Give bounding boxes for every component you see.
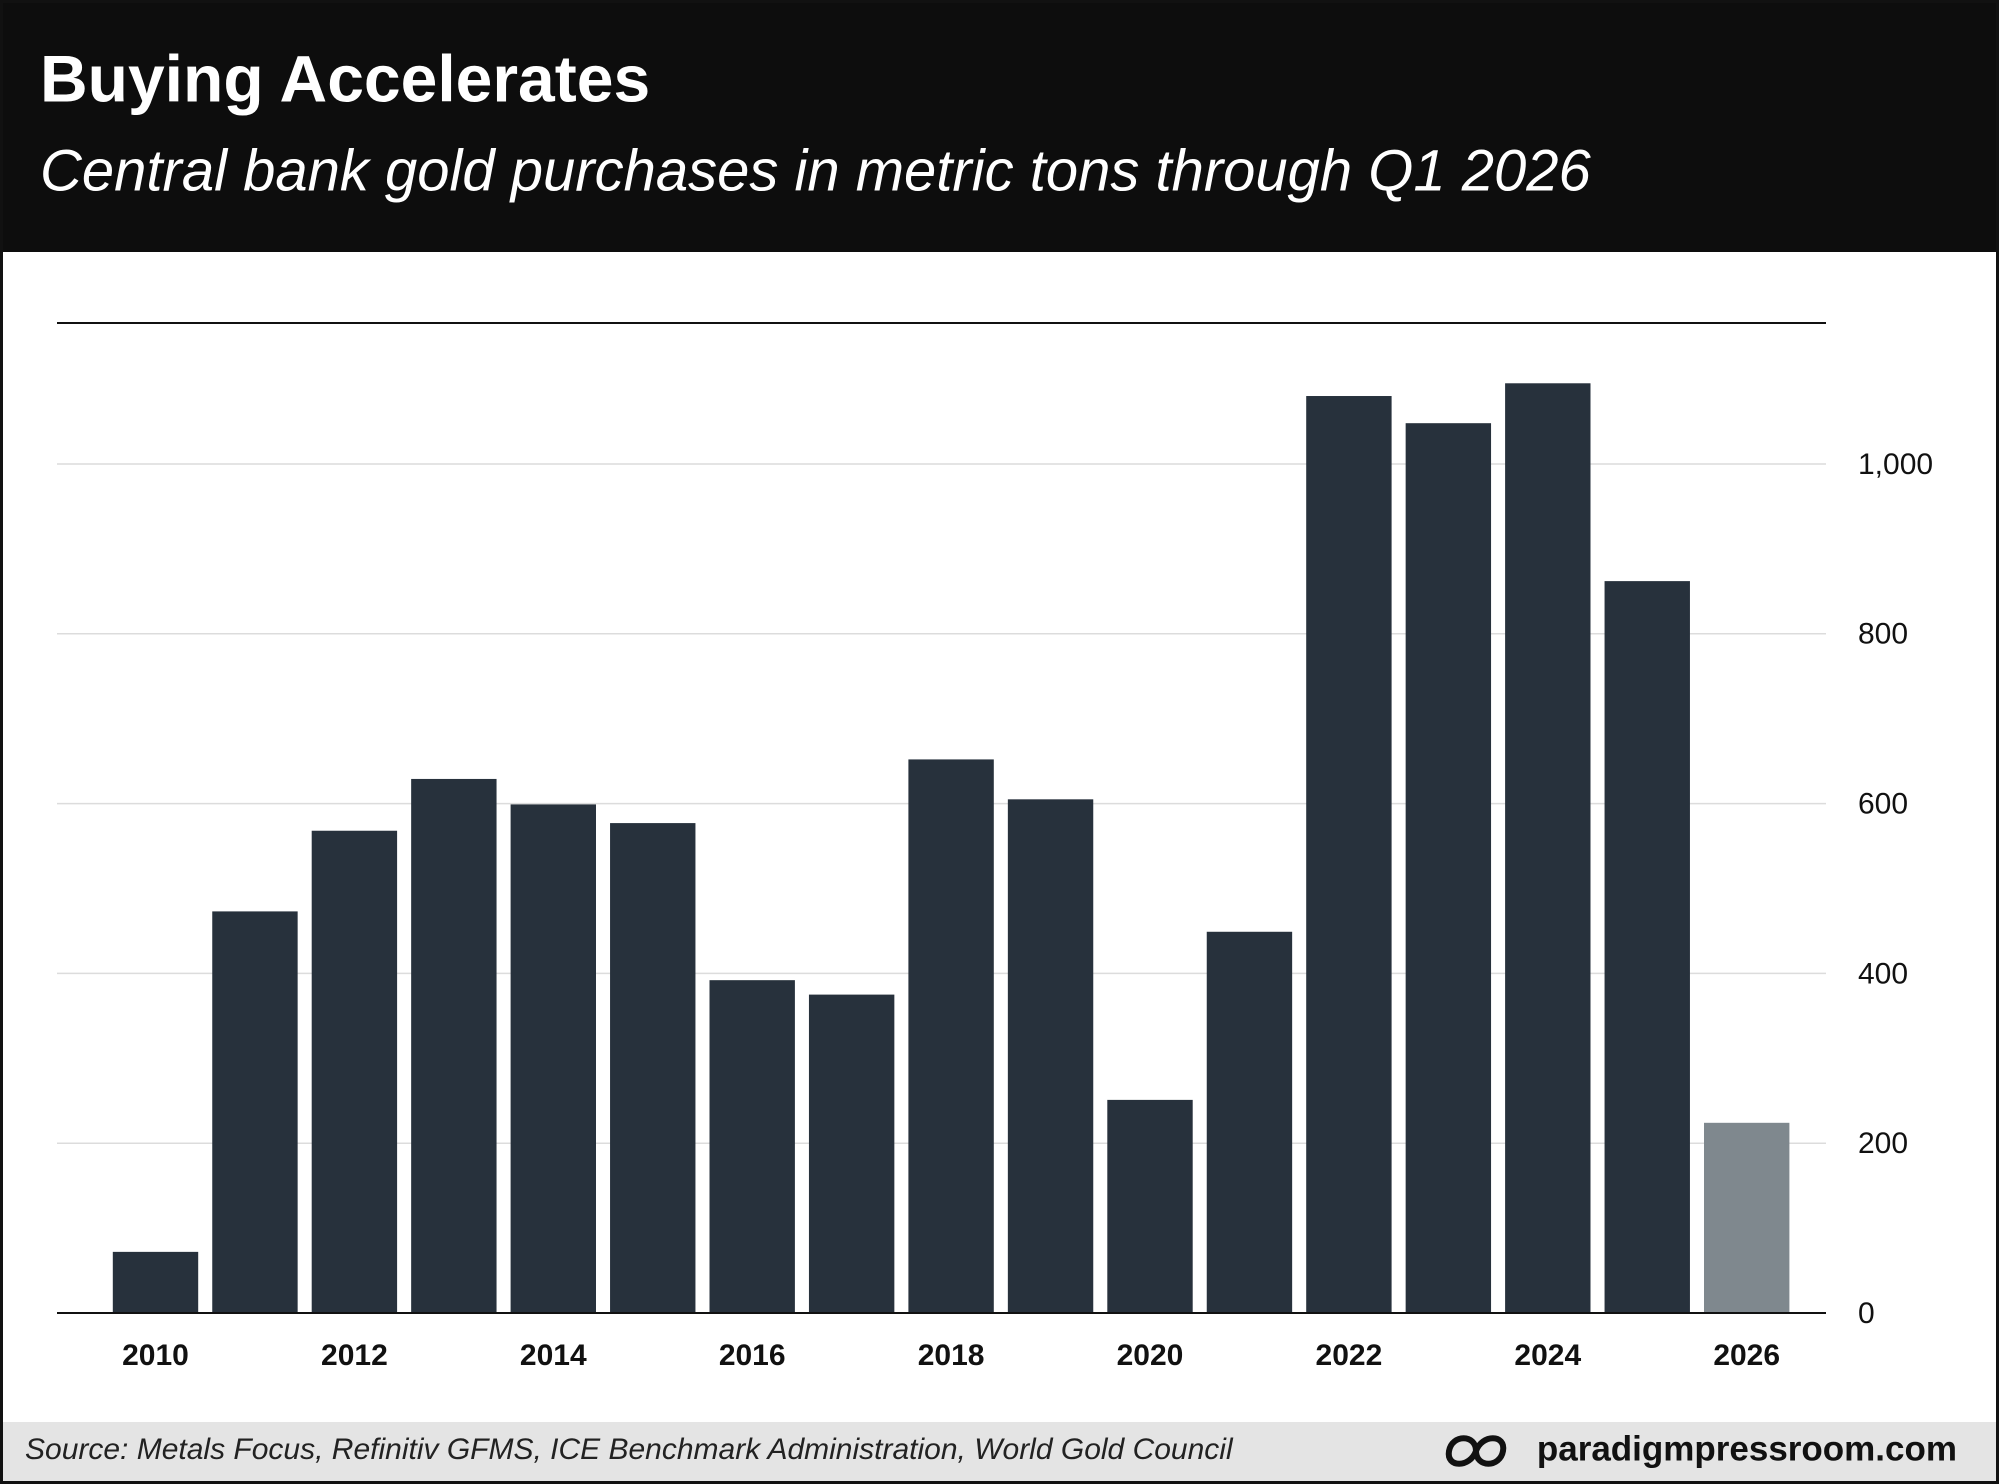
x-tick-label: 2026 bbox=[1713, 1339, 1780, 1372]
y-tick-label: 200 bbox=[1858, 1127, 1908, 1160]
x-tick-label: 2018 bbox=[918, 1339, 985, 1372]
bar bbox=[808, 994, 895, 1313]
brand-name: paradigmpressroom.com bbox=[1537, 1429, 1957, 1468]
bar bbox=[311, 830, 398, 1313]
brand-logo bbox=[1445, 1435, 1507, 1467]
bar bbox=[1107, 1099, 1193, 1313]
bar bbox=[510, 804, 596, 1313]
bar bbox=[112, 1251, 199, 1313]
bar bbox=[1007, 799, 1094, 1313]
source-note: Source: Metals Focus, Refinitiv GFMS, IC… bbox=[25, 1433, 1234, 1466]
x-tick-label: 2024 bbox=[1514, 1339, 1581, 1372]
y-tick-label: 600 bbox=[1858, 787, 1908, 820]
bar bbox=[411, 778, 497, 1313]
x-tick-label: 2012 bbox=[321, 1339, 388, 1372]
bar bbox=[1306, 396, 1392, 1313]
bar bbox=[212, 911, 298, 1313]
header-band bbox=[0, 0, 1999, 252]
x-tick-label: 2014 bbox=[520, 1339, 587, 1372]
plot-area: 0 200 400 600 800 1,000 2010 2012 2014 2016 2018 20… bbox=[57, 383, 1933, 1372]
x-tick-label: 2020 bbox=[1117, 1339, 1184, 1372]
bar bbox=[1604, 581, 1690, 1313]
bar bbox=[1704, 1122, 1790, 1313]
x-tick-label: 2016 bbox=[719, 1339, 786, 1372]
x-tick-label: 2022 bbox=[1316, 1339, 1383, 1372]
bar bbox=[610, 823, 696, 1313]
y-tick-label: 1,000 bbox=[1858, 448, 1933, 481]
y-tick-label: 800 bbox=[1858, 618, 1908, 651]
bar bbox=[1405, 423, 1492, 1313]
y-tick-label: 400 bbox=[1858, 957, 1908, 990]
footer-band bbox=[0, 1422, 1999, 1484]
bar bbox=[709, 980, 795, 1313]
chart-title: Buying Accelerates bbox=[40, 41, 650, 115]
bar bbox=[1505, 383, 1591, 1313]
x-tick-label: 2010 bbox=[122, 1339, 189, 1372]
bar bbox=[1206, 931, 1293, 1313]
chart-subtitle: Central bank gold purchases in metric to… bbox=[40, 138, 1592, 203]
y-tick-label: 0 bbox=[1858, 1297, 1875, 1330]
bar bbox=[908, 759, 994, 1313]
